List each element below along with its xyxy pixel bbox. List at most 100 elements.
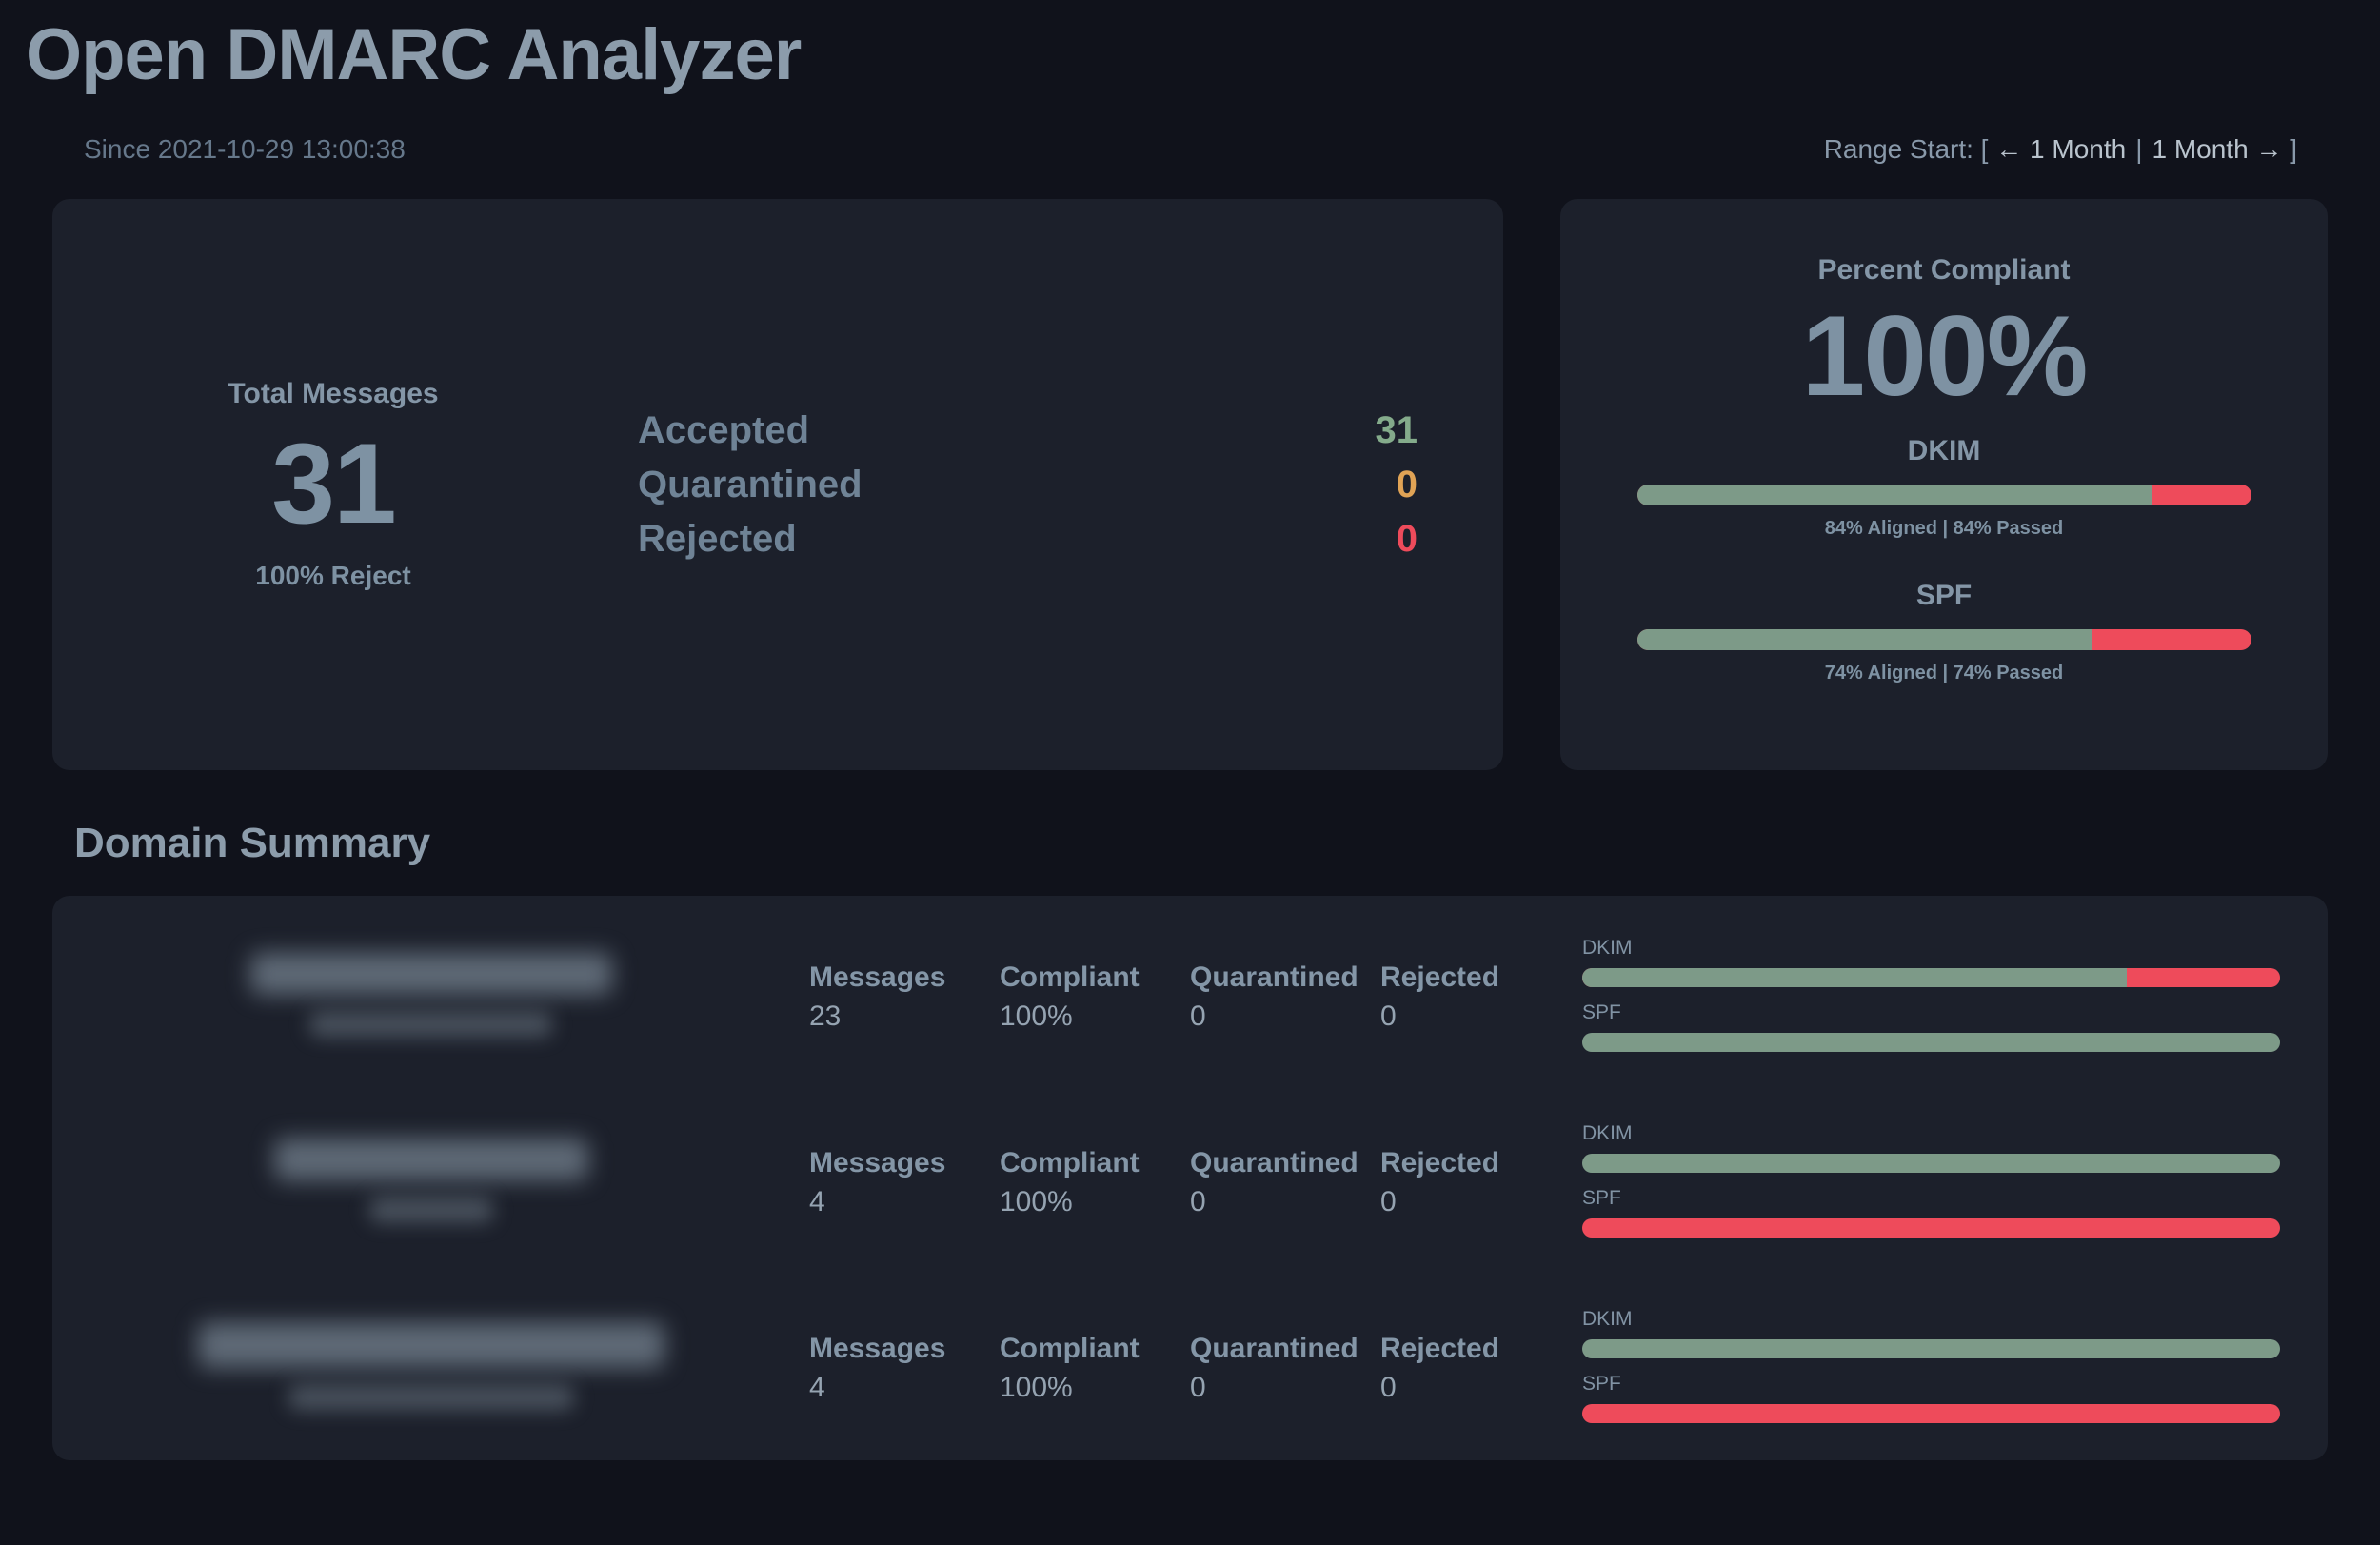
domain-name-redacted[interactable] — [52, 1321, 809, 1410]
percent-compliant-value: 100% — [1801, 292, 2089, 420]
percent-compliant-label: Percent Compliant — [1817, 254, 2071, 286]
range-prev-month-link[interactable]: ← 1 Month — [1995, 134, 2127, 164]
domain-name-redacted[interactable] — [52, 1138, 809, 1222]
total-messages-block: Total Messages 31 100% Reject — [143, 378, 524, 591]
header-bar: Since 2021-10-29 13:00:38 Range Start: [… — [84, 134, 2297, 165]
dkim-label: DKIM — [1582, 937, 1633, 959]
domain-name-redacted[interactable] — [52, 952, 809, 1037]
range-control: Range Start: [ ← 1 Month | 1 Month → ] — [1824, 134, 2297, 165]
dkim-meter-fill — [1582, 1339, 2280, 1358]
quarantined-label: Quarantined — [1190, 1147, 1359, 1179]
rejected-label: Rejected — [1380, 961, 1500, 993]
overview-section: Total Messages 31 100% Reject Accepted 3… — [52, 199, 2328, 770]
spf-label: SPF — [1582, 1373, 1621, 1395]
compliant-stat: Compliant 100% — [1000, 1333, 1190, 1404]
compliant-label: Compliant — [1000, 1333, 1140, 1364]
quarantined-label: Quarantined — [1190, 961, 1359, 993]
messages-label: Messages — [809, 1147, 946, 1179]
page-title: Open DMARC Analyzer — [26, 14, 802, 95]
compliant-stat: Compliant 100% — [1000, 1147, 1190, 1218]
disposition-row-rejected: Rejected 0 — [638, 512, 1418, 566]
quarantined-label: Quarantined — [1190, 1333, 1359, 1364]
domain-row: Messages 4 Compliant 100% Quarantined 0 … — [52, 1087, 2328, 1273]
quarantined-value: 0 — [1396, 463, 1418, 505]
spf-meter — [1582, 1218, 2280, 1238]
rejected-label: Rejected — [1380, 1333, 1500, 1364]
compliant-value: 100% — [1000, 1000, 1073, 1032]
dkim-label: DKIM — [1582, 1122, 1633, 1144]
spf-meter-fill — [1636, 629, 2092, 650]
percent-compliant-card: Percent Compliant 100% DKIM 84% Aligned … — [1560, 199, 2328, 770]
domain-row: Messages 4 Compliant 100% Quarantined 0 … — [52, 1273, 2328, 1458]
total-messages-label: Total Messages — [228, 378, 439, 409]
range-prefix-label: Range Start: [ — [1823, 134, 1989, 164]
messages-value: 4 — [809, 1372, 825, 1403]
since-timestamp: Since 2021-10-29 13:00:38 — [84, 134, 406, 164]
domain-summary-heading: Domain Summary — [74, 820, 431, 866]
spf-meter-fill — [1582, 1033, 2280, 1052]
spf-meter — [1636, 629, 2251, 650]
compliant-stat: Compliant 100% — [1000, 961, 1190, 1033]
policy-text: 100% Reject — [255, 561, 411, 590]
rejected-stat: Rejected 0 — [1380, 1333, 1582, 1404]
messages-label: Messages — [809, 961, 946, 993]
dkim-label: DKIM — [1907, 435, 1981, 466]
spf-label: SPF — [1582, 1001, 1621, 1023]
quarantined-stat: Quarantined 0 — [1190, 1147, 1380, 1218]
dkim-meter-fill — [1636, 485, 2153, 505]
disposition-row-quarantined: Quarantined 0 — [638, 458, 1418, 512]
dkim-meter — [1582, 1154, 2280, 1173]
compliant-label: Compliant — [1000, 961, 1140, 993]
spf-caption: 74% Aligned | 74% Passed — [1824, 663, 2064, 683]
quarantined-value: 0 — [1190, 1000, 1206, 1032]
rejected-value: 0 — [1380, 1186, 1397, 1218]
domain-name-blur — [249, 952, 612, 995]
range-suffix-label: ] — [2290, 134, 2297, 164]
messages-stat: Messages 23 — [809, 961, 1000, 1033]
domain-name-blur — [273, 1138, 588, 1180]
quarantined-label: Quarantined — [638, 463, 863, 505]
spf-label: SPF — [1582, 1187, 1621, 1209]
messages-value: 23 — [809, 1000, 842, 1032]
dkim-meter — [1636, 485, 2251, 505]
domain-link-blur[interactable] — [288, 1384, 574, 1410]
compliant-label: Compliant — [1000, 1147, 1140, 1179]
disposition-list: Accepted 31 Quarantined 0 Rejected 0 — [638, 404, 1418, 566]
dkim-meter — [1582, 1339, 2280, 1358]
domain-row: Messages 23 Compliant 100% Quarantined 0… — [52, 901, 2328, 1087]
domain-meters: DKIM SPF — [1582, 1122, 2280, 1238]
domain-meters: DKIM SPF — [1582, 937, 2280, 1052]
domain-summary-card: Messages 23 Compliant 100% Quarantined 0… — [52, 896, 2328, 1460]
dkim-meter — [1582, 968, 2280, 987]
quarantined-stat: Quarantined 0 — [1190, 961, 1380, 1033]
dkim-caption: 84% Aligned | 84% Passed — [1824, 518, 2064, 539]
dkim-meter-fill — [1582, 1154, 2280, 1173]
dkim-meter-fill — [1582, 968, 2127, 987]
accepted-value: 31 — [1375, 408, 1418, 451]
range-separator: | — [2135, 134, 2143, 164]
rejected-stat: Rejected 0 — [1380, 961, 1582, 1033]
dkim-label: DKIM — [1582, 1308, 1633, 1330]
total-messages-value: 31 — [271, 420, 396, 547]
domain-meters: DKIM SPF — [1582, 1308, 2280, 1423]
domain-name-blur — [197, 1321, 664, 1368]
messages-stat: Messages 4 — [809, 1333, 1000, 1404]
rejected-label: Rejected — [638, 517, 797, 560]
rejected-value: 0 — [1380, 1000, 1397, 1032]
quarantined-value: 0 — [1190, 1372, 1206, 1403]
rejected-value: 0 — [1380, 1372, 1397, 1403]
dmarc-dashboard: Open DMARC Analyzer Since 2021-10-29 13:… — [0, 13, 2380, 1545]
domain-link-blur[interactable] — [368, 1197, 493, 1222]
disposition-row-accepted: Accepted 31 — [638, 404, 1418, 458]
domain-link-blur[interactable] — [309, 1011, 552, 1037]
messages-stat: Messages 4 — [809, 1147, 1000, 1218]
messages-value: 4 — [809, 1186, 825, 1218]
spf-meter — [1582, 1033, 2280, 1052]
compliant-value: 100% — [1000, 1186, 1073, 1218]
accepted-label: Accepted — [638, 408, 810, 451]
range-next-month-link[interactable]: 1 Month → — [2152, 134, 2283, 164]
rejected-value: 0 — [1396, 517, 1418, 560]
compliant-value: 100% — [1000, 1372, 1073, 1403]
rejected-label: Rejected — [1380, 1147, 1500, 1179]
quarantined-value: 0 — [1190, 1186, 1206, 1218]
